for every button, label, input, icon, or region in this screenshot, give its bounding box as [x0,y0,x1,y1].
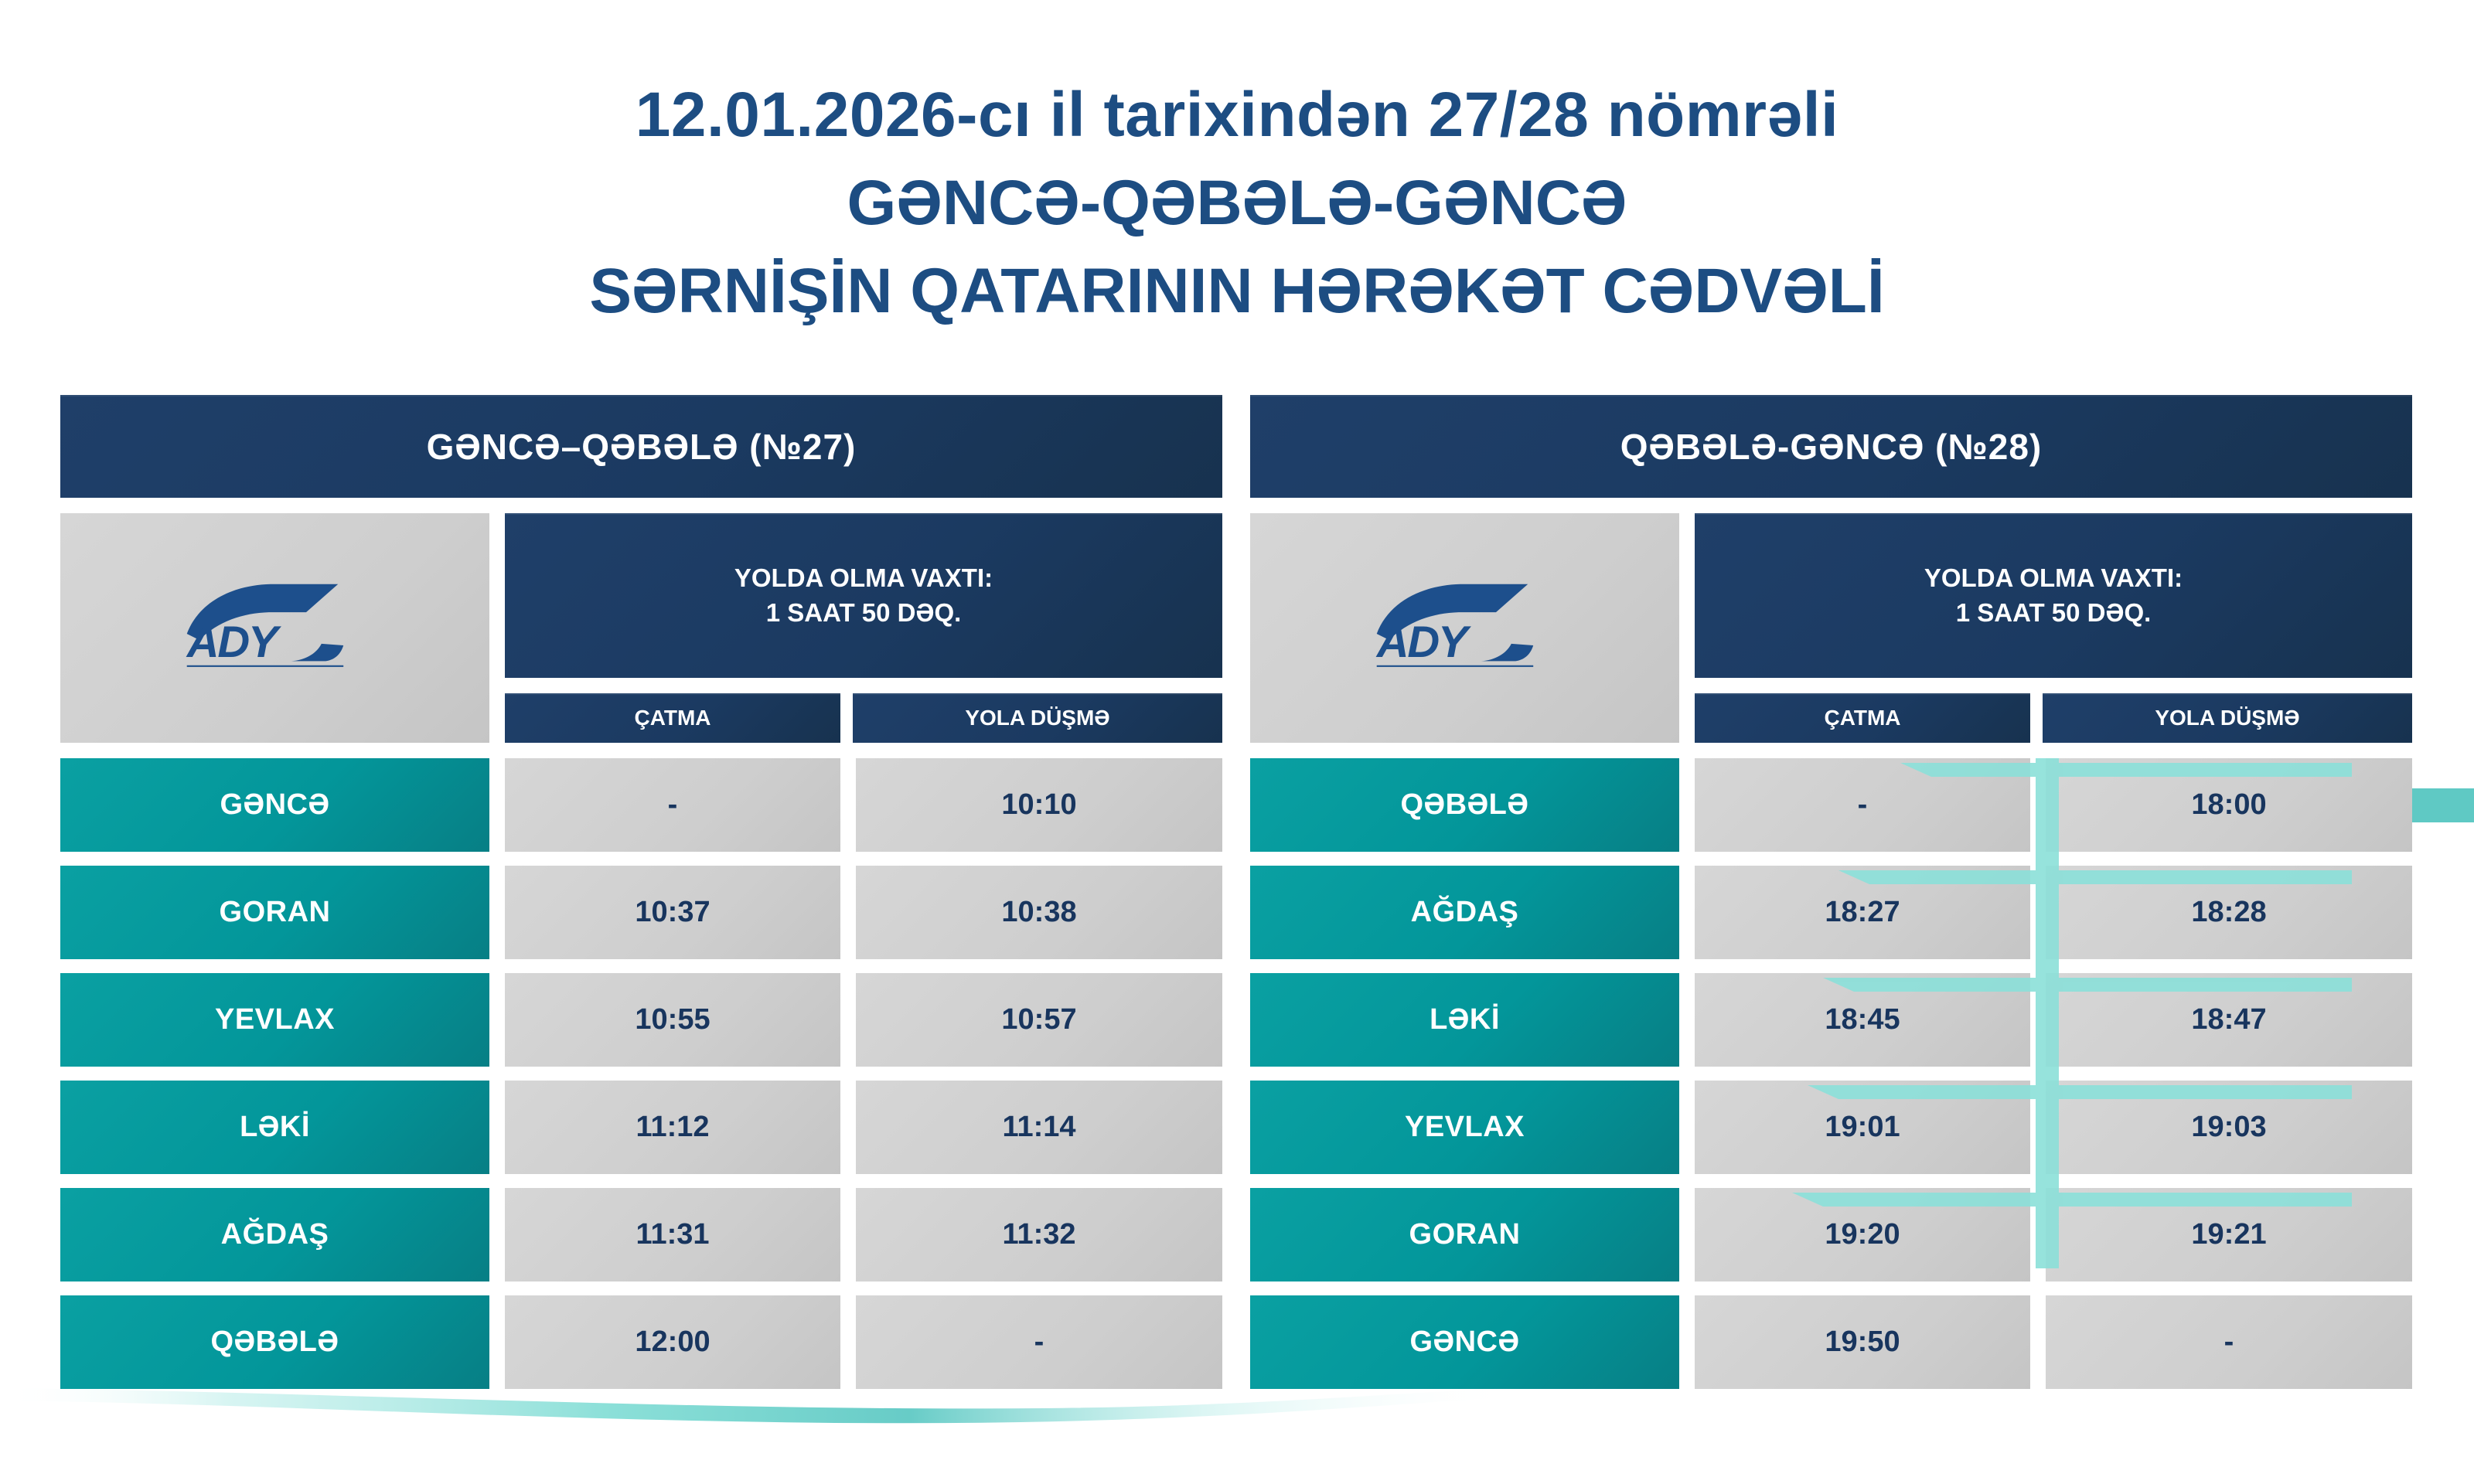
svg-text:ADY: ADY [185,618,281,667]
svg-text:ADY: ADY [1375,618,1470,667]
